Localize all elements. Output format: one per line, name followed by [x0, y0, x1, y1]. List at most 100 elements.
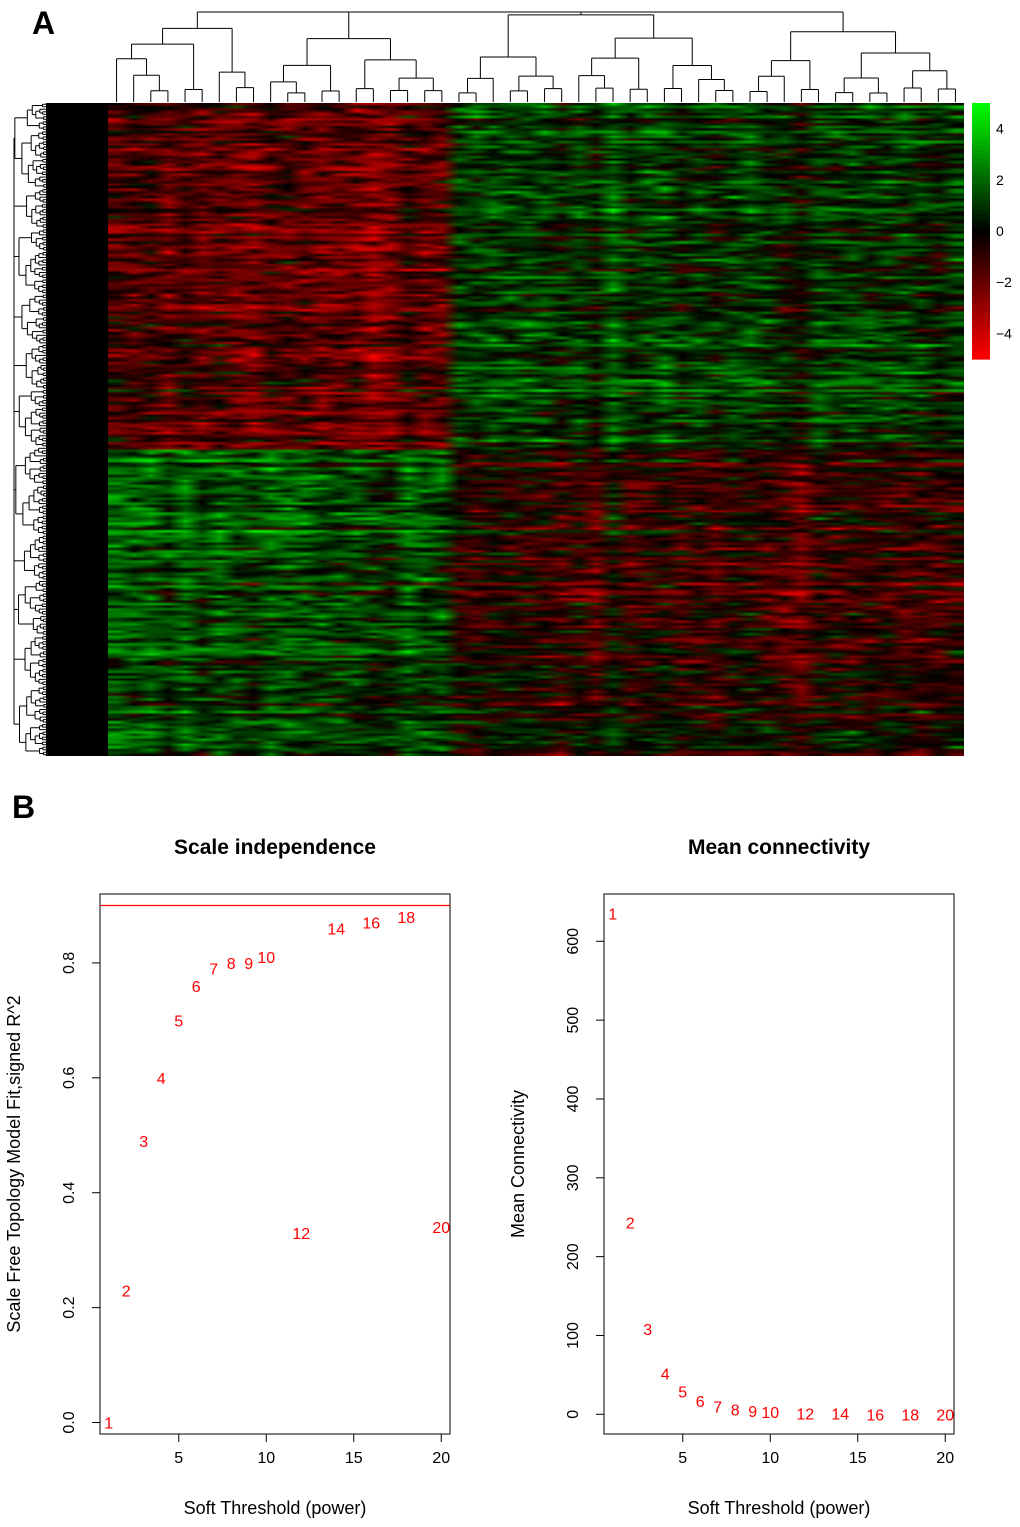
- row-label-band: [46, 103, 108, 756]
- colorbar-swatch: [972, 128, 990, 134]
- data-point-label: 1: [104, 1416, 113, 1433]
- colorbar-swatch: [972, 329, 990, 334]
- colorbar-swatch: [972, 337, 990, 343]
- colorbar-tick-label: 0: [996, 223, 1004, 239]
- data-point-label: 2: [122, 1283, 131, 1300]
- y-tick-label: 0.0: [61, 1411, 78, 1433]
- colorbar-swatch: [972, 149, 990, 155]
- y-tick-label: 500: [565, 1007, 582, 1034]
- y-tick-label: 0.8: [61, 952, 78, 974]
- colorbar-swatch: [972, 107, 990, 113]
- y-tick-label: 100: [565, 1322, 582, 1349]
- colorbar-swatch: [972, 235, 990, 241]
- x-axis-label: Soft Threshold (power): [184, 1498, 367, 1518]
- colorbar-swatch: [972, 226, 990, 232]
- colorbar-swatch: [972, 209, 990, 215]
- y-tick-label: 400: [565, 1086, 582, 1113]
- colorbar-swatch: [972, 316, 990, 322]
- data-point-label: 20: [432, 1220, 450, 1237]
- colorbar-swatch: [972, 350, 990, 356]
- data-point-label: 6: [192, 979, 201, 996]
- colorbar-swatch: [972, 320, 990, 326]
- colorbar-swatch: [972, 341, 990, 347]
- data-point-label: 7: [713, 1399, 722, 1416]
- colorbar-swatch: [972, 184, 990, 189]
- colorbar-swatch: [972, 354, 990, 360]
- colorbar-swatch: [972, 260, 990, 266]
- data-point-label: 9: [748, 1404, 757, 1421]
- data-point-label: 12: [796, 1407, 814, 1424]
- data-point-label: 8: [227, 956, 236, 973]
- colorbar-swatch: [972, 307, 990, 313]
- colorbar-swatch: [972, 269, 990, 275]
- colorbar-swatch: [972, 115, 990, 121]
- colorbar-swatch: [972, 256, 990, 262]
- y-tick-label: 600: [565, 928, 582, 955]
- colorbar-swatch: [972, 179, 990, 185]
- colorbar-swatch: [972, 132, 990, 138]
- colorbar: 4 2 0 −2 −4: [972, 103, 1012, 360]
- colorbar-swatch: [972, 265, 990, 270]
- colorbar-swatch: [972, 282, 990, 288]
- colorbar-swatch: [972, 324, 990, 330]
- data-point-label: 3: [139, 1134, 148, 1151]
- x-tick-label: 10: [257, 1450, 275, 1467]
- plot-title: Mean connectivity: [688, 836, 870, 859]
- data-point-label: 3: [643, 1322, 652, 1339]
- data-point-label: 20: [936, 1407, 954, 1424]
- y-tick-label: 0.2: [61, 1296, 78, 1318]
- data-point-label: 9: [244, 956, 253, 973]
- data-point-label: 16: [866, 1407, 884, 1424]
- x-axis-label: Soft Threshold (power): [688, 1498, 871, 1518]
- y-tick-label: 0: [565, 1410, 582, 1419]
- colorbar-swatch: [972, 124, 990, 130]
- colorbar-swatch: [972, 154, 990, 160]
- data-point-label: 14: [327, 921, 345, 938]
- x-tick-label: 5: [678, 1450, 687, 1467]
- colorbar-swatch: [972, 299, 990, 305]
- data-point-label: 1: [608, 907, 617, 924]
- colorbar-swatch: [972, 196, 990, 202]
- colorbar-tick-label: 4: [996, 121, 1004, 137]
- heatmap-grid: [108, 103, 964, 756]
- y-tick-label: 0.6: [61, 1067, 78, 1089]
- colorbar-swatch: [972, 312, 990, 317]
- row-dendrogram: [13, 103, 46, 756]
- x-tick-label: 15: [849, 1450, 867, 1467]
- colorbar-swatch: [972, 175, 990, 181]
- data-point-label: 18: [901, 1407, 919, 1424]
- data-point-label: 10: [257, 950, 275, 967]
- data-point-label: 10: [761, 1405, 779, 1422]
- colorbar-tick-label: 2: [996, 172, 1004, 188]
- x-tick-label: 20: [432, 1450, 450, 1467]
- data-point-label: 2: [626, 1216, 635, 1233]
- colorbar-swatch: [972, 346, 990, 352]
- data-point-label: 4: [661, 1366, 670, 1383]
- colorbar-tick-label: −2: [996, 274, 1012, 290]
- data-point-label: 16: [362, 916, 380, 933]
- panel-label-b: B: [12, 789, 35, 825]
- colorbar-swatch: [972, 277, 990, 283]
- y-tick-label: 0.4: [61, 1182, 78, 1204]
- colorbar-swatch: [972, 145, 990, 151]
- colorbar-swatch: [972, 188, 990, 194]
- colorbar-swatch: [972, 167, 990, 172]
- data-point-label: 5: [678, 1384, 687, 1401]
- colorbar-swatch: [972, 162, 990, 168]
- data-point-label: 12: [292, 1226, 310, 1243]
- colorbar-swatch: [972, 192, 990, 198]
- column-dendrogram: [116, 11, 956, 102]
- colorbar-swatch: [972, 137, 990, 142]
- plot-frame: [99, 893, 451, 1435]
- colorbar-swatch: [972, 231, 990, 236]
- colorbar-swatch: [972, 201, 990, 206]
- colorbar-swatch: [972, 273, 990, 279]
- plot-title: Scale independence: [174, 836, 376, 859]
- heatmap-panel: A 4 2 0 −2 −4: [13, 5, 1012, 756]
- colorbar-swatch: [972, 243, 990, 249]
- colorbar-swatch: [972, 120, 990, 125]
- colorbar-swatch: [972, 171, 990, 177]
